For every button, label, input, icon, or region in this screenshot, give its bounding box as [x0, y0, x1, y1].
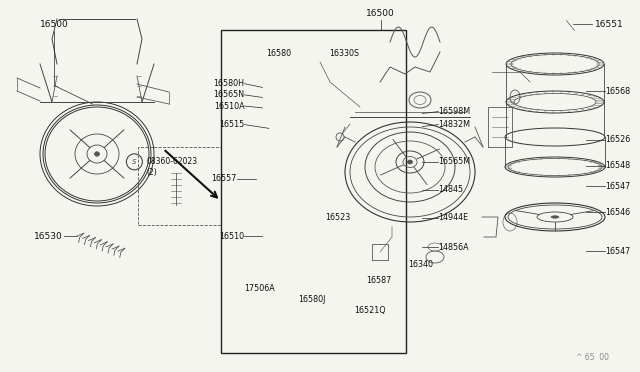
Text: 16598M: 16598M [438, 107, 470, 116]
Text: 14944E: 14944E [438, 213, 468, 222]
Text: 16530: 16530 [34, 232, 63, 241]
Text: 14845: 14845 [438, 185, 463, 194]
Text: 16515: 16515 [220, 120, 244, 129]
Bar [221, 30, 406, 353]
Text: 16548: 16548 [605, 161, 630, 170]
Text: 17506A: 17506A [244, 284, 275, 293]
Text: S: S [132, 159, 137, 165]
Text: 16510: 16510 [220, 232, 244, 241]
Text: 16547: 16547 [605, 182, 630, 190]
Ellipse shape [551, 216, 559, 218]
Text: 14856A: 14856A [438, 243, 469, 252]
Ellipse shape [408, 160, 413, 164]
Text: 16330S: 16330S [330, 49, 360, 58]
Text: 16551: 16551 [595, 20, 624, 29]
Text: 16547: 16547 [605, 247, 630, 256]
Text: 16340: 16340 [408, 260, 433, 269]
Text: 14832M: 14832M [438, 120, 470, 129]
Text: 08360-62023: 08360-62023 [147, 157, 198, 166]
Text: 16580J: 16580J [298, 295, 325, 304]
Text: 16523: 16523 [325, 213, 350, 222]
Text: 16526: 16526 [605, 135, 630, 144]
Text: 16587: 16587 [366, 276, 391, 285]
Text: 16510A: 16510A [214, 102, 244, 110]
Text: 16580: 16580 [266, 49, 291, 58]
Ellipse shape [95, 152, 99, 156]
Text: 16546: 16546 [605, 208, 630, 217]
Bar [138, 147, 221, 225]
Text: 16500: 16500 [367, 9, 395, 17]
Text: 16580H: 16580H [214, 79, 244, 88]
Text: 16500: 16500 [40, 20, 68, 29]
Text: 16565M: 16565M [438, 157, 470, 166]
Text: (2): (2) [147, 168, 157, 177]
Text: ^ 65  00: ^ 65 00 [575, 353, 609, 362]
Text: 16521Q: 16521Q [354, 306, 385, 315]
Text: 16565N: 16565N [213, 90, 244, 99]
Text: 16568: 16568 [605, 87, 630, 96]
Text: 16557: 16557 [211, 174, 237, 183]
